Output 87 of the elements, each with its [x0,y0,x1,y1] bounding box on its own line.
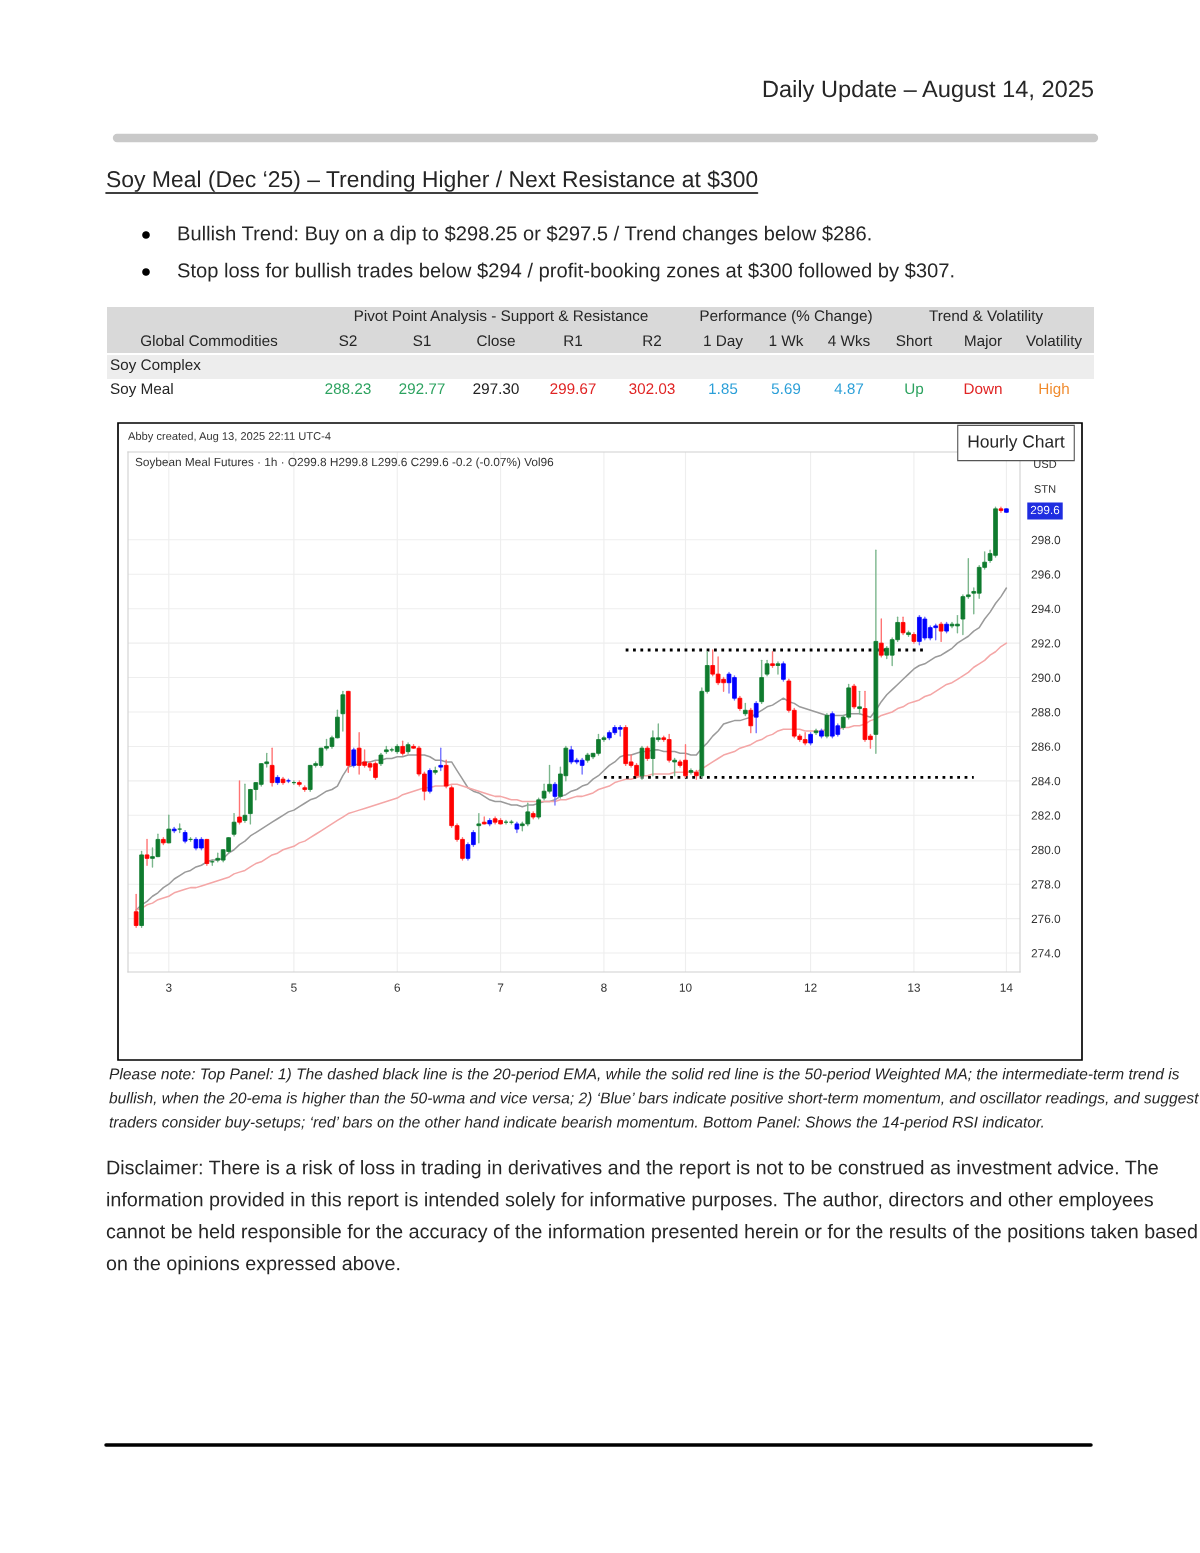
text: 288.23 [325,383,371,395]
y-tick-label: 288.0 [1031,708,1061,717]
y-tick-label: 290.0 [1031,673,1061,682]
x-tick-label: 7 [497,983,504,992]
y-tick-label: 294.0 [1031,604,1061,614]
text: 299.6 [1030,505,1060,515]
category-label: R2 [643,335,661,346]
candlestick [753,700,759,734]
candlestick [781,661,786,682]
candlestick [144,838,150,866]
x-tick-label: 14 [1000,983,1013,992]
y-tick-label: 276.0 [1031,914,1061,924]
candlestick [340,690,346,732]
y-tick-label: 280.0 [1031,845,1061,855]
candlestick [851,683,857,710]
text: 299.67 [550,383,596,395]
candlestick [427,768,433,794]
x-tick-label: 6 [394,983,400,992]
text: 4.87 [834,383,864,395]
category-label: S1 [413,335,431,347]
x-tick-label: 8 [601,983,607,992]
text: Disclaimer: There is a risk of loss in trading in derivatives and the report is not to be construed as investment advice. The information provided in this report is intended solely for informative purposes. The author, directors and other employees cannot be held responsible for the accuracy of the information presented herein or for the results of the positions taken based on the opinions expressed above. [106,1160,1197,1275]
x-tick-label: 5 [291,983,297,992]
candlestick [438,747,444,772]
text: High [1039,382,1069,398]
x-tick-label: 3 [165,983,172,992]
category-label: Soy Complex [110,358,201,374]
text: Trend & Volatility [929,309,1044,325]
text: Soy Meal (Dec ‘25) – Trending Higher / Next Resistance at $300 [107,170,758,192]
text: Global Commodities [141,334,278,347]
y-tick-label: 298.0 [1031,535,1061,545]
candlestick [824,713,830,739]
category-label: 1 Wk [769,334,804,346]
candlestick [351,747,357,768]
text: Abby created, Aug 13, 2025 22:11 UTC-4 [128,431,331,443]
candlestick [231,812,237,837]
text: 1.85 [709,383,738,395]
category-label: Volatility [1026,334,1082,350]
candlestick [938,621,944,643]
text: Daily Update – August 14, 2025 [763,80,1094,102]
text: USD [1034,460,1057,468]
y-tick-label: 284.0 [1031,776,1061,786]
candlestick [688,768,694,775]
y-tick-label: 292.0 [1031,639,1061,648]
category-label: Close [477,334,515,347]
candlestick [242,783,248,823]
y-tick-label: 286.0 [1031,742,1061,751]
chart-title: Hourly Chart [968,434,1065,452]
text: Down [964,383,1002,395]
candlestick [775,661,781,675]
category-label: Soy Meal [110,382,173,398]
candlestick [443,759,449,789]
candlestick [878,618,884,658]
text: 302.03 [629,383,675,395]
y-tick-label: 278.0 [1031,880,1061,889]
y-tick-label: 282.0 [1031,811,1061,820]
category-label: S2 [339,335,357,347]
y-tick-label: 296.0 [1031,570,1061,579]
category-label: Major [965,334,1002,350]
candlestick [133,893,139,928]
category-label: Short [896,334,933,347]
text: 5.69 [771,383,801,395]
x-tick-label: 13 [908,983,920,992]
text: Up [905,383,924,398]
candlestick [536,797,541,820]
text: STN [1034,485,1056,493]
candlestick [476,812,482,844]
x-tick-label: 12 [804,983,817,992]
text: Performance (% Change) [700,309,872,325]
text: Bullish Trend: Buy on a dip to $298.25 or $297.5 / Trend changes below $286. [178,225,871,245]
text: 292.77 [399,383,445,395]
candlestick [748,707,754,734]
candlestick [857,690,862,715]
candlestick [166,814,172,844]
text: Pivot Point Analysis - Support & Resistance [354,309,648,325]
y-tick-label: 274.0 [1031,949,1061,958]
chart-subtitle: Soybean Meal Futures · 1h · O299.8 H299.8 L299.6 C299.6 -0.2 (-0.07%) Vol96 [135,457,554,469]
x-tick-label: 10 [679,983,692,992]
candlestick [237,780,242,825]
category-label: R1 [564,335,583,346]
category-label: 4 Wks [828,334,870,347]
text: Stop loss for bullish trades below $294 / profit-booking zones at $300 followed by $307. [177,262,954,282]
candlestick [269,747,275,787]
text: Please note: Top Panel: 1) The dashed black line is the 20-period EMA, while the solid red line is the 50-period Weighted MA; the intermediate-term trend is bullish, when the 20-ema is higher than the 50-wma and vice versa; 2) ‘Blue’ bars indicate positive short-term momentum, and oscillator readings, and suggest traders consider buy-setups; ‘red’ bars on the other hand indicate bearish momentum. Bottom Panel: Shows the 14-period RSI indicator. [109,1068,1199,1131]
category-label: 1 Day [704,335,743,350]
candlestick [552,781,558,806]
text: 297.30 [473,383,519,395]
